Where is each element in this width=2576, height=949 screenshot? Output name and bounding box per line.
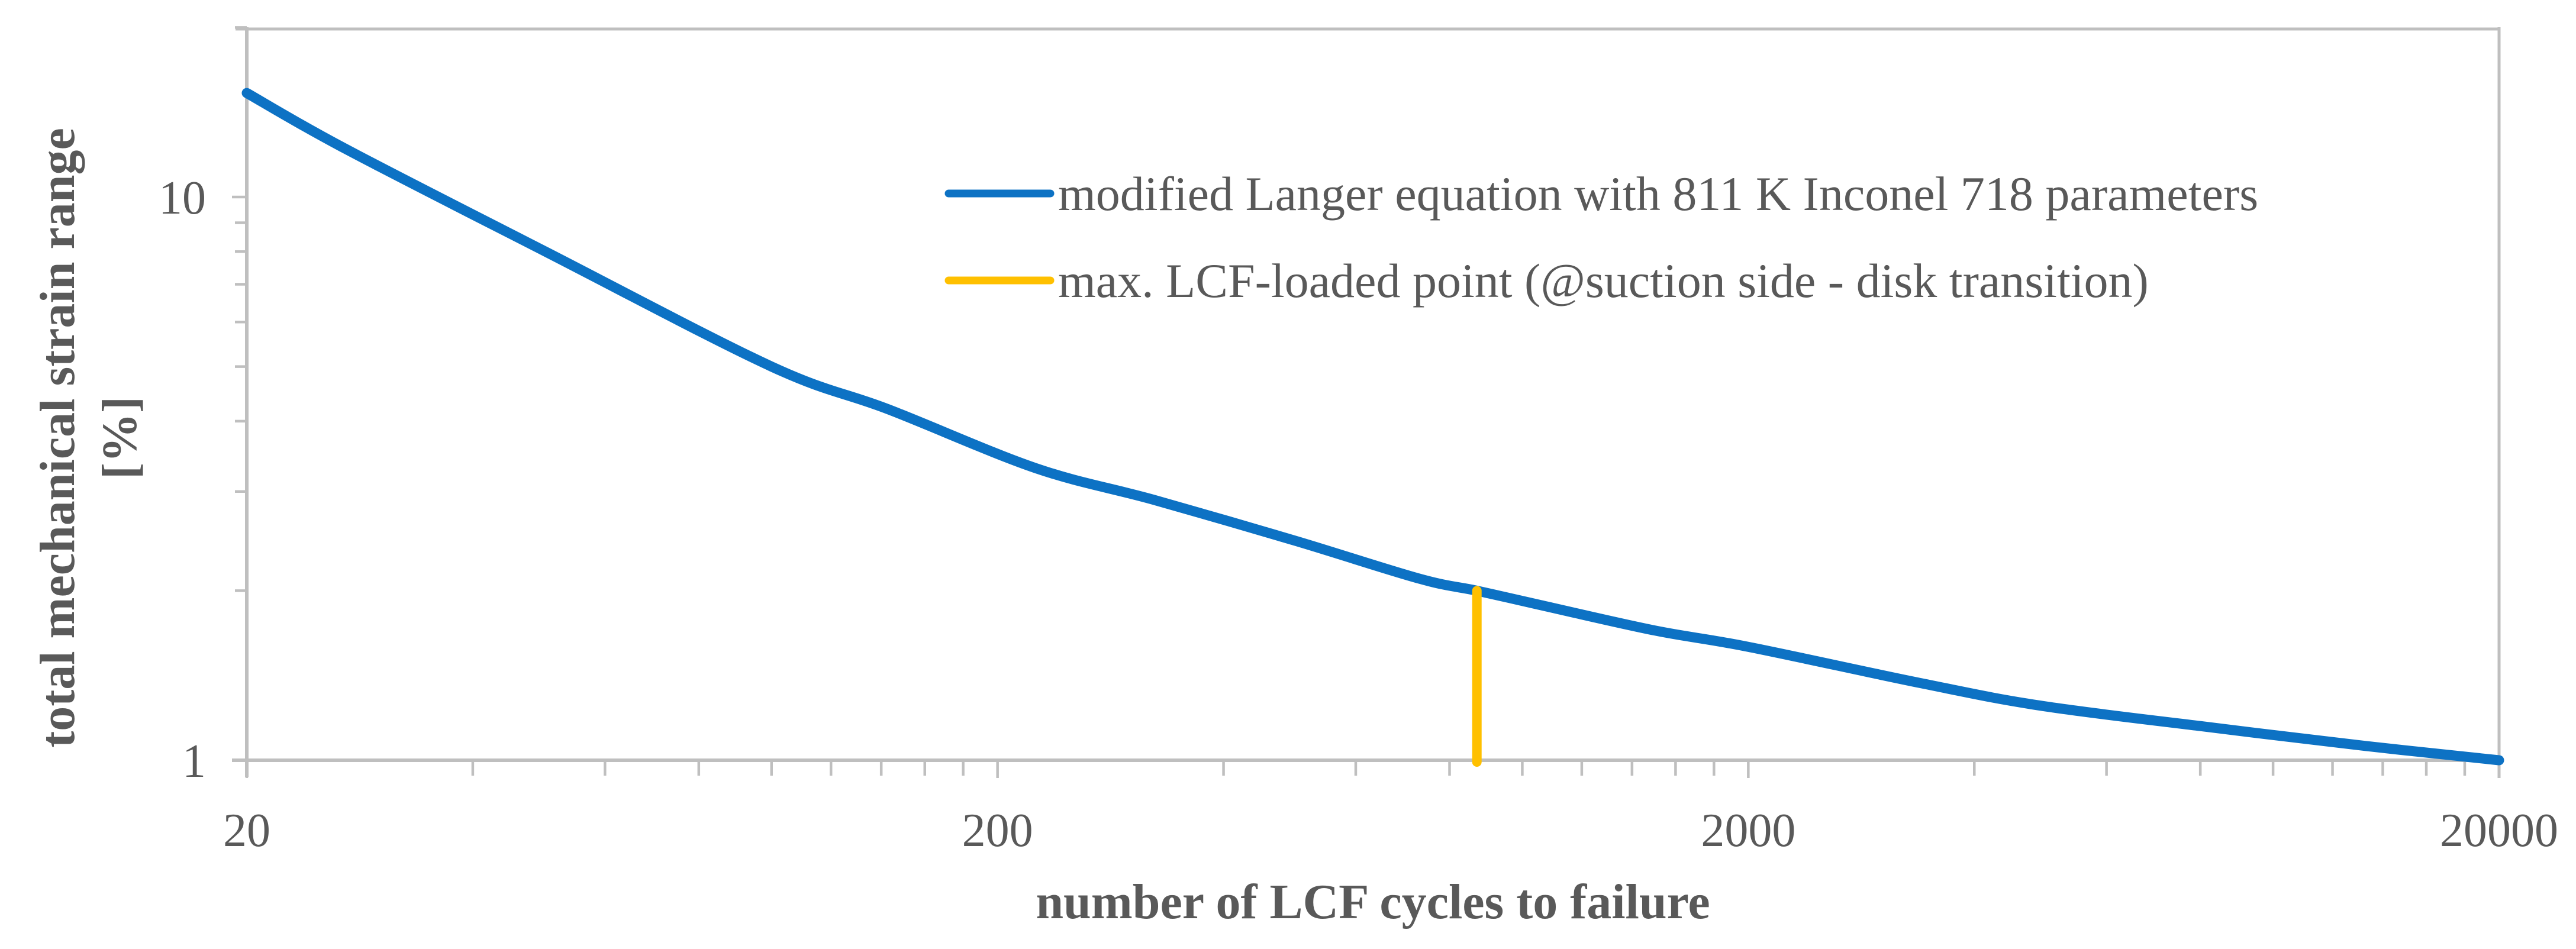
series-group — [241, 88, 2504, 767]
legend-item-langer: modified Langer equation with 811 K Inco… — [944, 167, 2258, 221]
x-tick-label: 2000 — [1701, 805, 1795, 857]
axis-titles: number of LCF cycles to failure total me… — [30, 128, 1710, 929]
x-axis-title: number of LCF cycles to failure — [1036, 874, 1710, 929]
plot-borders — [232, 27, 2501, 778]
x-tick-label: 200 — [962, 805, 1033, 857]
y-tick-label: 10 — [159, 172, 206, 224]
y-tick-label: 1 — [182, 735, 206, 787]
x-tick-label: 20 — [223, 805, 270, 857]
y-axis-title-line2: [%] — [92, 396, 147, 479]
legend: modified Langer equation with 811 K Inco… — [944, 167, 2258, 308]
x-tick-label: 20000 — [2440, 805, 2558, 857]
langer-curve-line — [241, 88, 2504, 766]
legend-item-max-lcf: max. LCF-loaded point (@suction side - d… — [944, 254, 2149, 308]
y-axis-title-line1: total mechanical strain range — [30, 128, 85, 748]
axis-ticks — [232, 26, 2501, 778]
legend-label-langer: modified Langer equation with 811 K Inco… — [1058, 167, 2258, 221]
axis-tick-labels: 20 200 2000 20000 1 10 — [159, 172, 2558, 857]
legend-label-max-lcf: max. LCF-loaded point (@suction side - d… — [1058, 254, 2149, 308]
